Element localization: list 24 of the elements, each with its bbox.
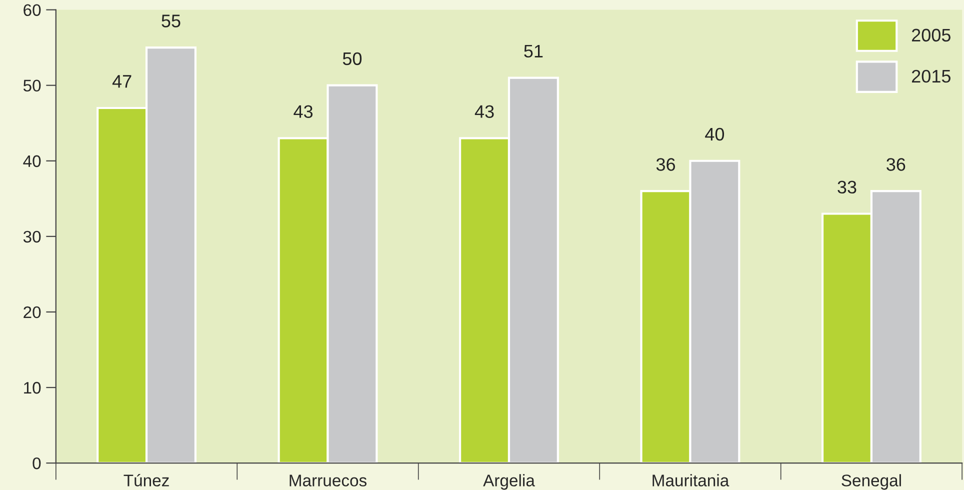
y-tick-label: 50 (23, 80, 41, 92)
data-label: 50 (342, 52, 362, 66)
y-tick-label: 40 (23, 155, 41, 168)
y-tick-label: 60 (24, 4, 41, 16)
y-tick-label: 30 (23, 230, 41, 243)
y-tick-label: 0 (32, 457, 41, 470)
data-label: 36 (886, 158, 906, 171)
data-label: 55 (162, 14, 180, 28)
data-label: 47 (112, 75, 132, 88)
data-label: 43 (294, 105, 313, 118)
y-tick-label: 20 (24, 306, 41, 318)
data-label: 40 (705, 128, 724, 141)
legend-label: 2015 (912, 70, 950, 83)
data-label: 43 (474, 105, 494, 118)
data-label: 51 (524, 44, 543, 58)
data-label: 33 (838, 180, 856, 194)
legend-label: 2005 (912, 28, 950, 42)
data-label: 36 (656, 158, 676, 171)
x-tick-label: Mauritania (652, 474, 730, 486)
x-tick-label: Argelia (483, 474, 535, 490)
x-tick-label: Túnez (124, 474, 169, 486)
y-tick-label: 10 (24, 382, 41, 394)
x-tick-label: Marruecos (290, 474, 367, 486)
x-tick-label: Senegal (842, 474, 901, 490)
